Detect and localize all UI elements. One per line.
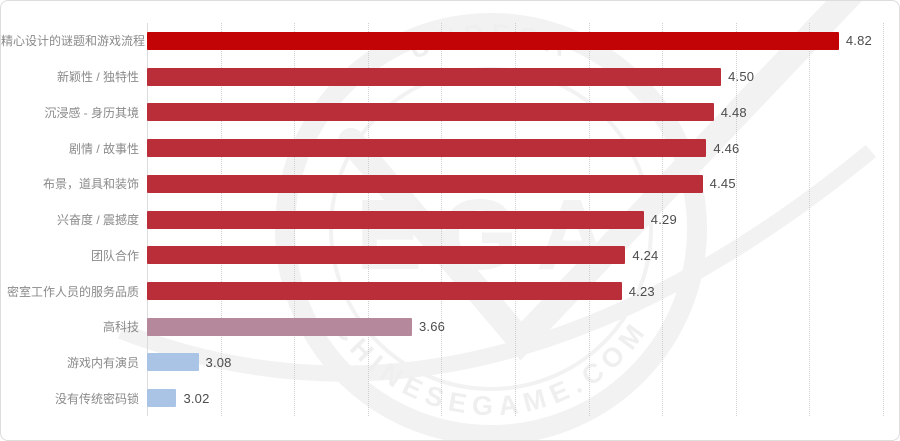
category-label: 团队合作 <box>90 248 139 263</box>
bar[interactable] <box>147 282 622 300</box>
gridline <box>809 23 811 416</box>
chart-row: 新颖性 / 独特性 4.50 <box>1 59 899 95</box>
bar-track: 4.29 <box>147 210 883 229</box>
value-label: 4.48 <box>720 104 747 120</box>
gridline <box>883 23 884 416</box>
bar-track: 4.82 <box>147 31 883 50</box>
value-label: 4.45 <box>709 176 736 192</box>
chart-row: 团队合作 4.24 <box>1 237 899 273</box>
bar-track: 4.24 <box>147 246 883 265</box>
chart-row: 精心设计的谜题和游戏流程 4.82 <box>1 23 899 59</box>
bar[interactable] <box>147 174 703 193</box>
category-label: 游戏内有演员 <box>66 355 139 370</box>
category-label: 剧情 / 故事性 <box>68 141 139 156</box>
category-label: 新颖性 / 独特性 <box>56 70 139 85</box>
value-label: 4.23 <box>628 283 655 299</box>
bar-track: 3.08 <box>147 353 883 372</box>
bar-track: 4.46 <box>147 139 883 158</box>
bar-track: 4.23 <box>147 282 883 300</box>
value-label: 3.66 <box>418 319 446 335</box>
chart-row: 剧情 / 故事性 4.46 <box>1 130 899 166</box>
bar-track: 4.50 <box>147 67 883 86</box>
value-label: 4.29 <box>650 212 677 228</box>
chart-row: 布景，道具和装饰 4.45 <box>1 166 899 202</box>
chart-row: 高科技 3.66 <box>1 309 899 345</box>
chart-rows: 精心设计的谜题和游戏流程 4.82 新颖性 / 独特性 4.50 沉浸感 - 身历其境 4… <box>1 23 899 416</box>
bar[interactable] <box>147 210 644 229</box>
bar[interactable] <box>147 103 714 122</box>
bar-track: 4.45 <box>147 174 883 193</box>
category-label: 没有传统密码锁 <box>54 391 139 406</box>
chart-row: 兴奋度 / 震撼度 4.29 <box>1 202 899 238</box>
value-label: 4.82 <box>845 33 872 49</box>
value-label: 3.02 <box>183 390 210 406</box>
category-label: 沉浸感 - 身历其境 <box>44 105 139 120</box>
category-label: 高科技 <box>102 320 139 335</box>
bar[interactable] <box>147 67 722 86</box>
bar[interactable] <box>147 389 177 408</box>
value-label: 4.50 <box>728 69 755 85</box>
bar-track: 3.66 <box>147 317 883 336</box>
chart-row: 沉浸感 - 身历其境 4.48 <box>1 94 899 130</box>
category-label: 精心设计的谜题和游戏流程 <box>1 34 146 49</box>
chart-row: 没有传统密码锁 3.02 <box>1 380 899 416</box>
bar[interactable] <box>147 139 707 158</box>
bar[interactable] <box>147 31 839 50</box>
bar[interactable] <box>147 353 199 372</box>
category-label: 密室工作人员的服务品质 <box>6 284 139 299</box>
bar[interactable] <box>147 246 626 265</box>
value-label: 3.08 <box>205 354 232 370</box>
category-label: 布景，道具和装饰 <box>42 177 139 192</box>
bar-track: 4.48 <box>147 103 883 122</box>
bar[interactable] <box>147 317 412 336</box>
gridline <box>662 23 664 416</box>
gridline <box>735 23 737 416</box>
chart-row: 密室工作人员的服务品质 4.23 <box>1 273 899 309</box>
chart-row: 游戏内有演员 3.08 <box>1 345 899 381</box>
bar-track: 3.02 <box>147 389 883 408</box>
value-label: 4.46 <box>713 140 740 156</box>
category-label: 兴奋度 / 震撼度 <box>56 213 139 228</box>
value-label: 4.24 <box>632 247 659 263</box>
